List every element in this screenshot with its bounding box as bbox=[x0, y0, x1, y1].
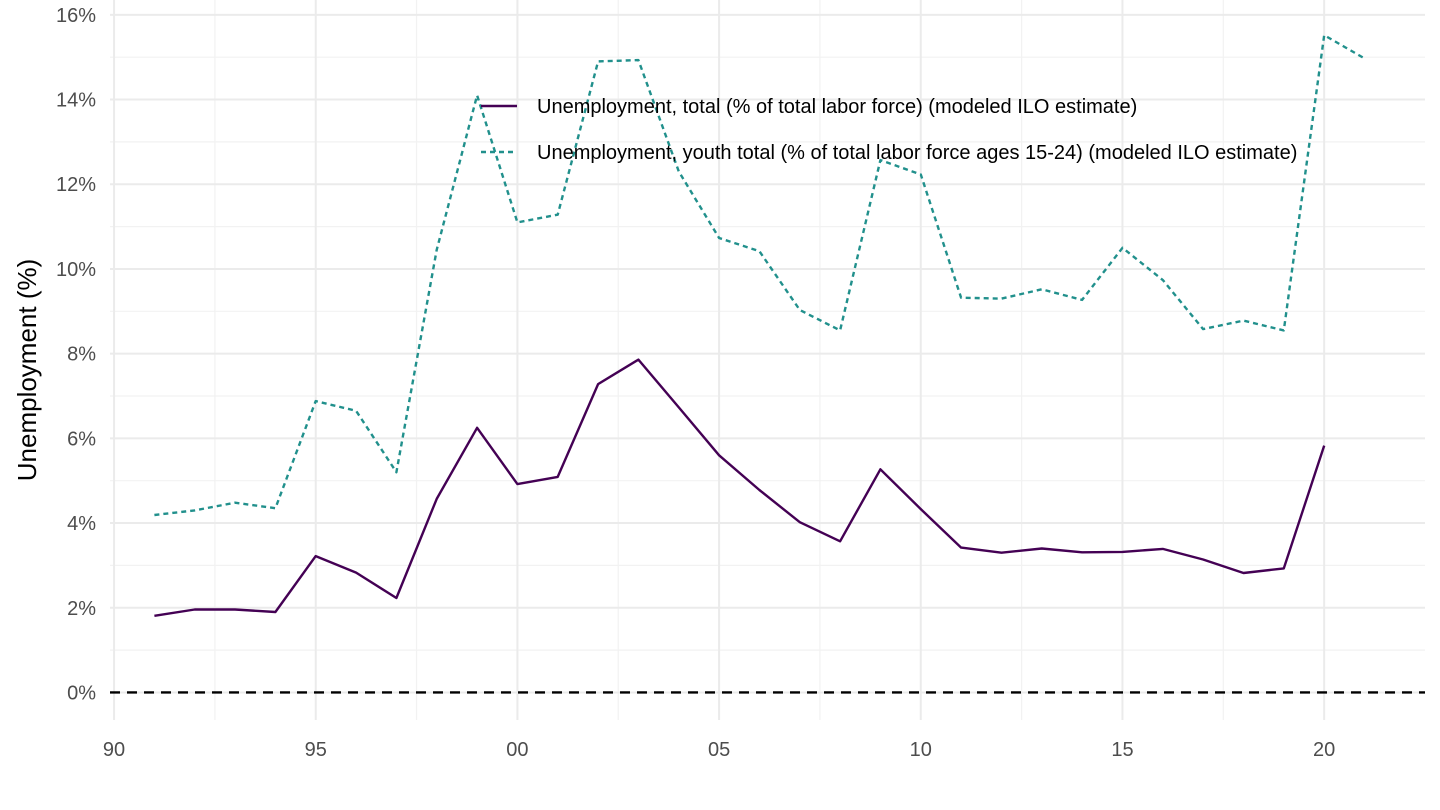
y-axis-title: Unemployment (%) bbox=[12, 259, 42, 482]
x-tick-label: 90 bbox=[103, 739, 125, 761]
legend-label-2: Unemployment, youth total (% of total la… bbox=[537, 142, 1297, 164]
legend-label-1: Unemployment, total (% of total labor fo… bbox=[537, 96, 1137, 118]
y-tick-label: 14% bbox=[56, 90, 96, 112]
y-tick-label: 0% bbox=[67, 682, 96, 704]
y-tick-label: 6% bbox=[67, 428, 96, 450]
y-tick-label: 4% bbox=[67, 513, 96, 535]
x-axis-ticks: 90 95 00 05 10 15 20 bbox=[103, 739, 1335, 761]
series-lines bbox=[154, 34, 1366, 617]
x-tick-label: 95 bbox=[305, 739, 327, 761]
y-tick-label: 2% bbox=[67, 598, 96, 620]
minor-gridlines bbox=[110, 0, 1425, 720]
y-tick-label: 10% bbox=[56, 259, 96, 281]
x-tick-label: 10 bbox=[910, 739, 932, 761]
y-tick-label: 12% bbox=[56, 174, 96, 196]
x-tick-label: 15 bbox=[1111, 739, 1133, 761]
series-line-1 bbox=[154, 358, 1326, 617]
y-tick-label: 16% bbox=[56, 5, 96, 27]
legend: Unemployment, total (% of total labor fo… bbox=[481, 96, 1297, 164]
series-line-2 bbox=[154, 34, 1366, 517]
y-axis-ticks: 0% 2% 4% 6% 8% 10% 12% 14% 16% bbox=[56, 5, 96, 705]
x-tick-label: 00 bbox=[506, 739, 528, 761]
x-tick-label: 20 bbox=[1313, 739, 1335, 761]
major-gridlines bbox=[110, 0, 1425, 720]
x-tick-label: 05 bbox=[708, 739, 730, 761]
y-tick-label: 8% bbox=[67, 344, 96, 366]
